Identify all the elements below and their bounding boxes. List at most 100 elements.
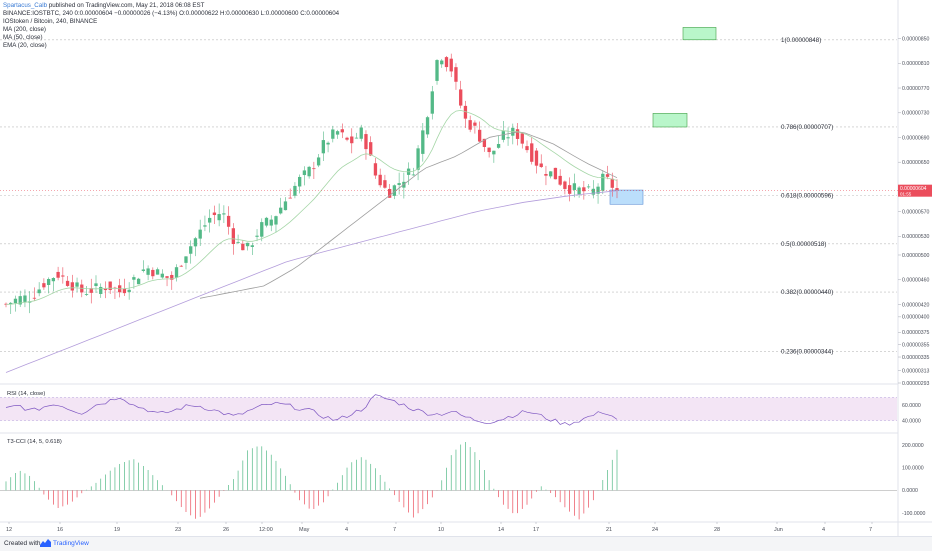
candle-body	[553, 167, 558, 180]
candle	[515, 123, 520, 146]
candle-body	[534, 150, 539, 166]
last-price-label: 0.00000604	[900, 186, 927, 192]
candle	[586, 183, 591, 189]
candle-body	[354, 137, 359, 139]
candle	[397, 172, 401, 195]
candle	[217, 203, 221, 227]
chart-canvas[interactable]: 0.00000850 0.00000810 0.00000770 0.00000730…	[0, 0, 932, 536]
candle	[279, 197, 283, 215]
rsi-title: RSI (14, close)	[7, 391, 45, 397]
candle-body	[245, 242, 250, 247]
tradingview-link[interactable]: TradingView	[53, 540, 89, 547]
candle-body	[539, 163, 543, 168]
entry-zone-box	[609, 189, 644, 205]
candle-body	[482, 138, 487, 147]
candle	[549, 171, 553, 179]
candle	[591, 180, 595, 199]
candle-body	[331, 129, 335, 139]
candle-body	[283, 201, 288, 211]
candle	[89, 278, 93, 304]
candle	[193, 236, 198, 257]
fib-level-label: 0.236(0.00000344)	[781, 348, 833, 355]
candle-body	[103, 288, 108, 291]
author-link[interactable]: Spartacus_Calb	[3, 2, 48, 9]
candle-body	[222, 213, 226, 215]
x-tick-label: 4	[822, 527, 825, 533]
rsi-y-tick-label: 40.0000	[902, 418, 921, 424]
candle-body	[108, 281, 112, 291]
x-tick-label: 12:00	[259, 527, 273, 533]
legend-symbol[interactable]: IOStoken / Bitcoin, 240, BINANCE	[3, 18, 98, 25]
candle-body	[46, 278, 51, 285]
candle	[184, 256, 188, 270]
candle-body	[572, 183, 577, 190]
candle	[155, 267, 160, 275]
candle	[312, 161, 316, 179]
tradingview-logo-icon	[40, 539, 51, 547]
candle	[440, 58, 444, 68]
candle-body	[212, 212, 217, 216]
candle	[435, 59, 439, 85]
candle-body	[350, 136, 354, 144]
fib-level-label: 0.5(0.00000518)	[781, 241, 826, 248]
candle	[23, 289, 27, 308]
candle-body	[288, 197, 292, 199]
candle-body	[56, 271, 60, 278]
candle	[75, 277, 79, 293]
candle-body	[136, 278, 141, 285]
candle	[208, 209, 212, 233]
legend-ema20[interactable]: EMA (20, close)	[3, 42, 47, 49]
candle	[539, 154, 543, 169]
fib-level-label: 0.618(0.00000596)	[781, 193, 833, 200]
candle	[378, 168, 382, 188]
candle-body	[155, 269, 160, 275]
candle	[369, 136, 373, 157]
x-tick-label: 14	[498, 527, 504, 533]
candle	[373, 157, 378, 179]
candle-body	[274, 216, 278, 225]
candle-body	[302, 170, 307, 176]
candle-body	[397, 183, 401, 185]
candle	[326, 141, 330, 153]
candle-body	[75, 282, 79, 287]
candle	[463, 100, 468, 129]
candle	[345, 136, 349, 142]
legend-ma50[interactable]: MA (50, close)	[3, 34, 43, 41]
candle-body	[425, 117, 430, 135]
candle-body	[440, 60, 444, 65]
ema20-line	[5, 109, 618, 305]
candle	[496, 135, 501, 149]
publish-info: published on TradingView.com, May 21, 20…	[48, 2, 205, 9]
cci-title: T3-CCI (14, 5, 0.618)	[7, 439, 62, 445]
candle	[241, 240, 245, 251]
candle	[492, 150, 496, 163]
candle-body	[193, 238, 198, 247]
candle	[179, 264, 183, 267]
y-tick-label: 0.00000460	[902, 278, 930, 284]
candle	[601, 170, 605, 195]
candle-body	[42, 283, 46, 288]
candle-body	[160, 273, 164, 278]
candle	[212, 205, 217, 225]
candle-body	[387, 188, 392, 198]
candle-body	[18, 296, 22, 305]
x-tick-label: 23	[175, 527, 181, 533]
candle	[42, 278, 46, 290]
candle	[61, 267, 65, 284]
legend-ma200[interactable]: MA (200, close)	[3, 26, 46, 33]
candle	[577, 186, 581, 198]
candle	[198, 219, 202, 246]
candle-body	[203, 225, 207, 227]
candle-body	[146, 268, 150, 275]
candle-body	[141, 269, 146, 271]
candle	[84, 285, 89, 296]
x-tick-label: 10	[438, 527, 444, 533]
x-tick-label: 28	[714, 527, 720, 533]
candle	[477, 121, 482, 143]
candle-body	[530, 143, 534, 162]
fib-level-label: 0.382(0.00000440)	[781, 289, 833, 296]
candle-body	[544, 174, 548, 176]
candle-body	[23, 295, 27, 302]
candle-body	[525, 146, 529, 151]
candle-body	[421, 130, 425, 154]
